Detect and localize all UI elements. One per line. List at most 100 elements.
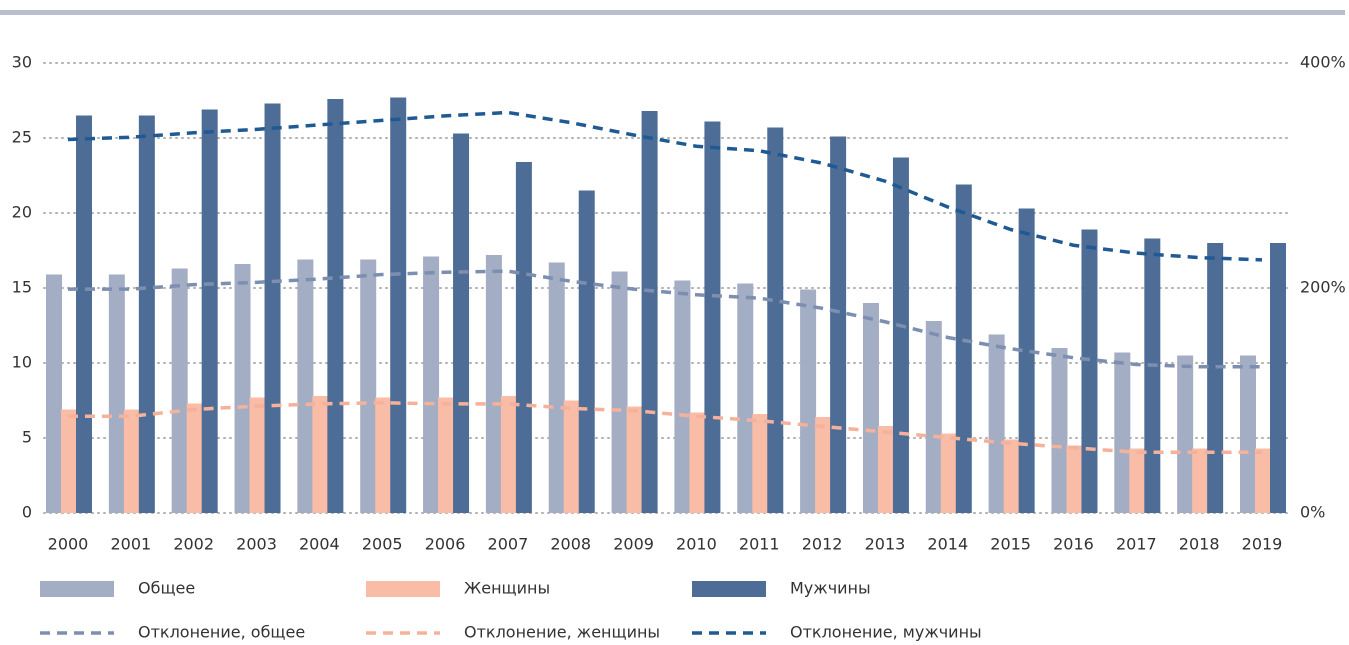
x-tick-label: 2002	[173, 535, 214, 554]
line	[67, 110, 1263, 262]
bar	[1129, 448, 1146, 513]
x-tick-label: 2018	[1179, 535, 1220, 554]
bar	[955, 184, 972, 513]
x-tick-label: 2009	[613, 535, 654, 554]
bar	[892, 157, 909, 513]
line	[68, 269, 1262, 369]
bar	[877, 426, 894, 513]
y2-tick-label: 400%	[1300, 53, 1346, 72]
legend-swatch	[692, 581, 766, 597]
y-tick-label: 0	[22, 503, 32, 522]
bar	[737, 283, 754, 513]
bar	[1051, 348, 1068, 513]
bar	[1144, 238, 1161, 513]
bar	[674, 280, 691, 513]
bar	[234, 264, 251, 513]
bar	[1003, 439, 1020, 513]
top-rule	[0, 10, 1345, 15]
bar	[297, 259, 314, 513]
bar	[186, 403, 203, 513]
bar	[1192, 448, 1209, 513]
x-tick-label: 2007	[488, 535, 529, 554]
x-tick-label: 2006	[425, 535, 466, 554]
bar	[689, 412, 706, 513]
bar	[485, 255, 502, 513]
y-tick-label: 25	[12, 128, 32, 147]
bar	[641, 111, 658, 513]
bar	[752, 414, 769, 513]
bar	[327, 99, 344, 513]
bar	[704, 121, 721, 513]
bar	[988, 334, 1005, 513]
bar	[201, 109, 218, 513]
y-tick-label: 5	[22, 428, 32, 447]
legend-label: Мужчины	[790, 579, 871, 598]
bar	[925, 321, 942, 513]
bar	[423, 256, 440, 513]
legend-label: Отклонение, мужчины	[790, 623, 982, 642]
bar	[375, 397, 392, 513]
bar	[138, 115, 155, 513]
x-tick-label: 2011	[739, 535, 780, 554]
x-tick-label: 2001	[110, 535, 151, 554]
bar	[940, 433, 957, 513]
bar	[515, 162, 532, 513]
bar	[438, 397, 455, 513]
bar	[1255, 448, 1271, 513]
bar	[1081, 229, 1098, 513]
bar	[453, 133, 470, 513]
y2-tick-label: 200%	[1300, 278, 1346, 297]
bar	[1270, 243, 1286, 513]
bar	[171, 268, 188, 513]
bar	[500, 396, 517, 513]
line	[68, 401, 1262, 454]
x-tick-label: 2015	[990, 535, 1031, 554]
bar	[626, 406, 643, 513]
x-tick-label: 2003	[236, 535, 277, 554]
bar	[563, 400, 580, 513]
x-tick-label: 2010	[676, 535, 717, 554]
legend-label: Отклонение, общее	[138, 623, 305, 642]
bar	[76, 115, 92, 513]
x-tick-label: 2014	[927, 535, 968, 554]
y-tick-label: 20	[12, 203, 32, 222]
x-tick-label: 2019	[1242, 535, 1283, 554]
x-tick-label: 2013	[865, 535, 906, 554]
y-tick-label: 30	[12, 53, 32, 72]
y2-tick-label: 0%	[1300, 503, 1325, 522]
legend-label: Отклонение, женщины	[464, 623, 660, 642]
x-tick-label: 2012	[802, 535, 843, 554]
bar	[611, 271, 628, 513]
legend-label: Общее	[138, 579, 195, 598]
x-tick-label: 2017	[1116, 535, 1157, 554]
bar	[1177, 355, 1194, 513]
bar	[312, 396, 329, 513]
bar	[862, 303, 879, 513]
bar	[123, 409, 140, 513]
x-tick-label: 2008	[550, 535, 591, 554]
bar	[390, 97, 407, 513]
bar	[830, 136, 847, 513]
legend-swatch	[366, 581, 440, 597]
y-tick-label: 10	[12, 353, 32, 372]
bar	[108, 274, 125, 513]
bar	[1018, 208, 1035, 513]
legend-swatch	[40, 581, 114, 597]
bar	[815, 417, 832, 513]
bar	[800, 289, 817, 513]
bar	[61, 409, 77, 513]
bar	[360, 259, 377, 513]
x-tick-label: 2016	[1053, 535, 1094, 554]
x-tick-label: 2004	[299, 535, 340, 554]
x-tick-label: 2000	[48, 535, 89, 554]
x-tick-label: 2005	[362, 535, 403, 554]
bar	[46, 274, 62, 513]
bar	[1114, 352, 1131, 513]
legend-label: Женщины	[464, 579, 550, 598]
bar	[548, 262, 565, 513]
bar	[1207, 243, 1224, 513]
bar	[578, 190, 595, 513]
bar	[1066, 445, 1083, 513]
bar	[249, 397, 266, 513]
